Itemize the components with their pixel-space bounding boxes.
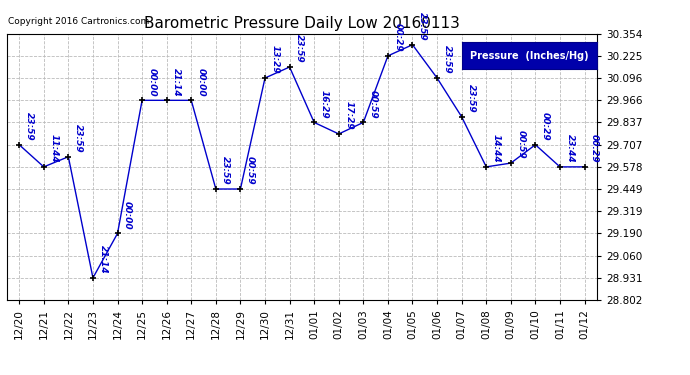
- Text: 00:00: 00:00: [123, 201, 132, 229]
- Text: 23:59: 23:59: [221, 156, 230, 185]
- Text: 23:59: 23:59: [25, 112, 34, 141]
- Text: 00:29: 00:29: [590, 134, 599, 163]
- Text: 17:29: 17:29: [344, 101, 353, 130]
- Text: 13:29: 13:29: [270, 45, 279, 74]
- Text: 21:14: 21:14: [99, 245, 108, 274]
- Text: 00:59: 00:59: [369, 90, 378, 118]
- Text: 00:59: 00:59: [516, 130, 525, 159]
- Text: Pressure  (Inches/Hg): Pressure (Inches/Hg): [471, 51, 589, 61]
- Text: 23:59: 23:59: [442, 45, 452, 74]
- Text: 11:44: 11:44: [49, 134, 59, 163]
- Text: 16:29: 16:29: [319, 90, 328, 118]
- Text: 00:29: 00:29: [393, 23, 402, 52]
- Text: 23:59: 23:59: [74, 124, 83, 153]
- Text: 00:59: 00:59: [246, 156, 255, 185]
- Text: 21:14: 21:14: [172, 68, 181, 96]
- Text: 14:44: 14:44: [492, 134, 501, 163]
- Text: 23:59: 23:59: [295, 34, 304, 63]
- Text: 23:59: 23:59: [418, 12, 427, 40]
- Text: 23:59: 23:59: [467, 84, 476, 112]
- Text: 00:00: 00:00: [197, 68, 206, 96]
- Title: Barometric Pressure Daily Low 20160113: Barometric Pressure Daily Low 20160113: [144, 16, 460, 31]
- Text: 00:00: 00:00: [148, 68, 157, 96]
- Text: Copyright 2016 Cartronics.com: Copyright 2016 Cartronics.com: [8, 17, 150, 26]
- Text: 00:29: 00:29: [541, 112, 550, 141]
- Text: 23:44: 23:44: [566, 134, 575, 163]
